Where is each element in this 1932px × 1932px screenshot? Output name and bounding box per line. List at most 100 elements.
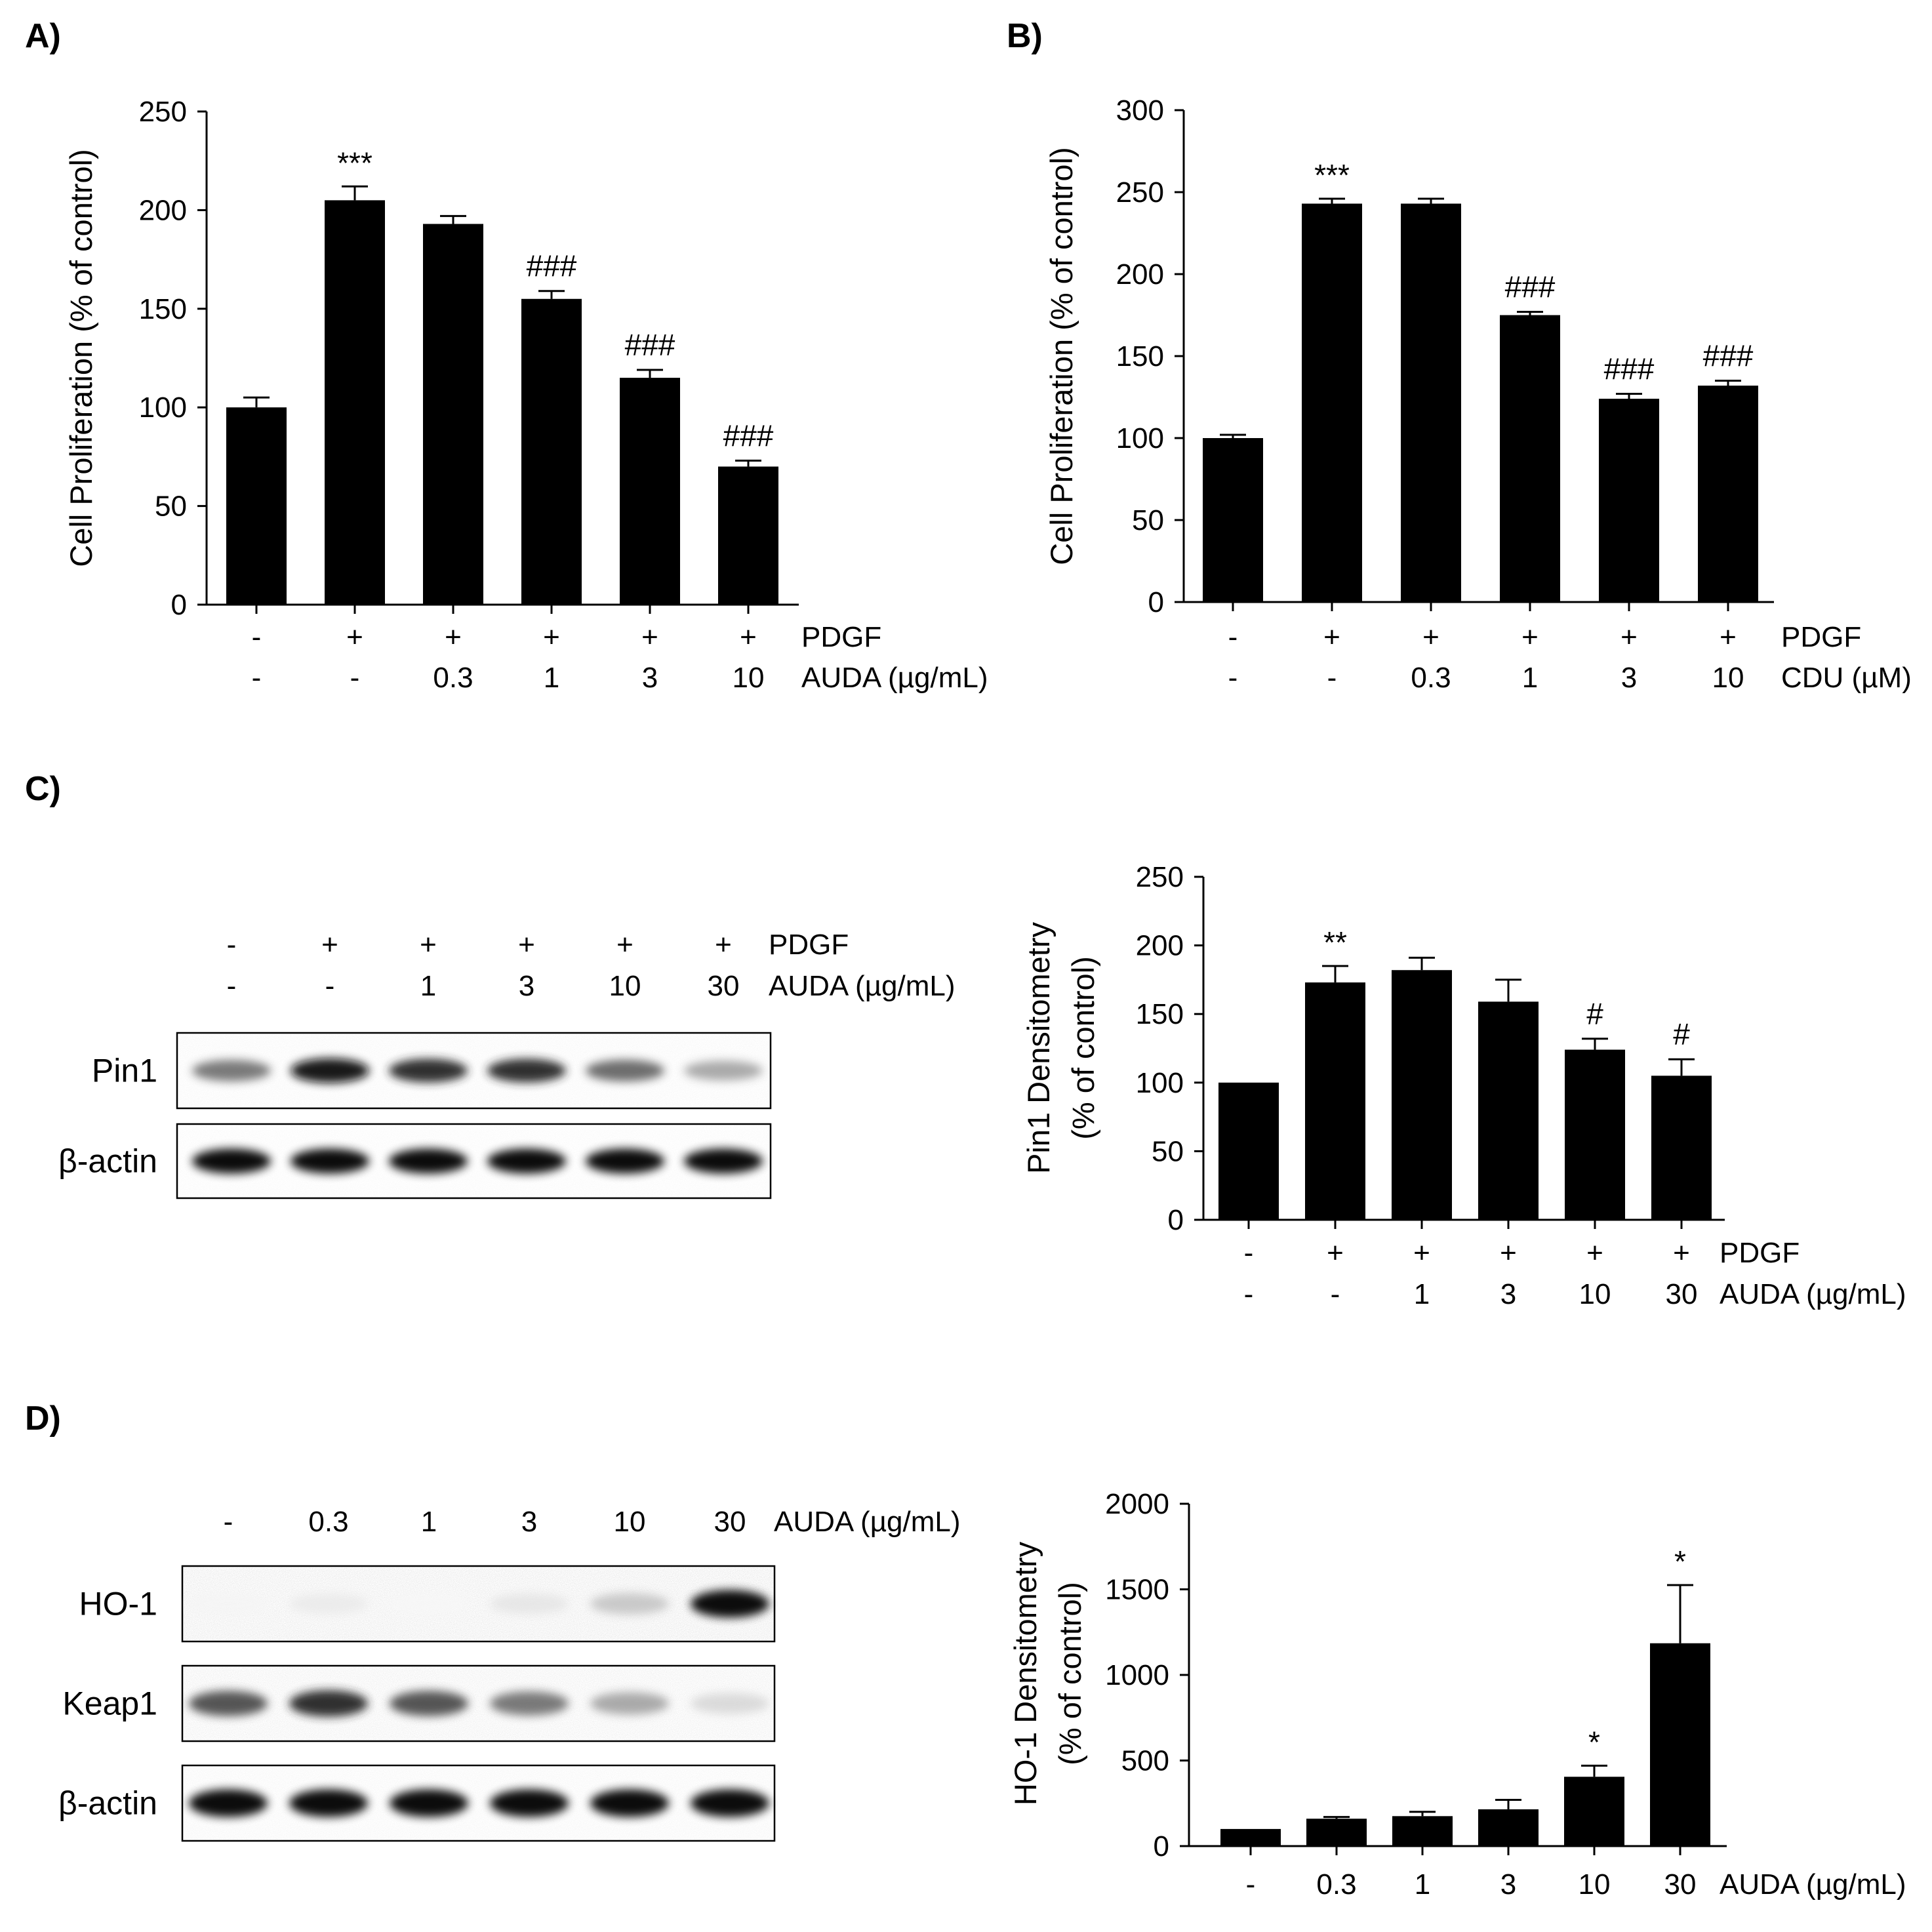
condition-label: 1	[1414, 1278, 1430, 1310]
blot-band	[586, 1059, 664, 1082]
blot-band	[189, 1789, 268, 1817]
blot-condition-label: 30	[708, 970, 740, 1002]
y-axis-label: Cell Proliferation (% of control)	[64, 149, 98, 567]
bar-a-1	[226, 407, 287, 605]
blot-condition-label: 10	[614, 1506, 646, 1538]
y-tick-label: 150	[1116, 340, 1164, 372]
blot-band	[189, 1691, 268, 1716]
blot-condition-label: +	[616, 929, 634, 961]
condition-label: 10	[1579, 1868, 1611, 1901]
significance-label: ###	[1505, 270, 1556, 304]
blot-row-label: HO-1	[79, 1586, 157, 1622]
y-tick-label: 50	[1152, 1135, 1184, 1167]
condition-name: AUDA (µg/mL)	[1720, 1278, 1906, 1310]
significance-label: *	[1588, 1725, 1600, 1759]
condition-label: +	[445, 621, 462, 653]
bar-b-5	[1599, 399, 1659, 602]
y-tick-label: 500	[1121, 1745, 1169, 1777]
blot-condition-label: 1	[421, 1506, 437, 1538]
blot-background-noise	[184, 1667, 773, 1740]
y-tick-label: 0	[1148, 586, 1164, 618]
bar-d-5	[1564, 1777, 1624, 1846]
y-tick-label: 200	[139, 194, 187, 226]
y-axis-label: (% of control)	[1066, 956, 1100, 1139]
y-tick-label: 2000	[1105, 1488, 1169, 1520]
y-axis-label: Pin1 Densitometry	[1021, 922, 1056, 1174]
blot-row-keap1: Keap1	[62, 1664, 776, 1742]
bar-c-1	[1218, 1082, 1279, 1220]
chart-panel-a: 0 50 100 150 200 250 Cell Proliferation (% of …	[64, 96, 988, 694]
significance-label: #	[1586, 997, 1603, 1031]
condition-label: +	[1413, 1237, 1430, 1269]
condition-label: 1	[544, 662, 559, 694]
blot-band	[684, 1148, 763, 1174]
condition-name: CDU (µM)	[1781, 662, 1912, 694]
condition-label: +	[641, 621, 658, 653]
blot-condition-label: 10	[609, 970, 641, 1002]
blot-condition-name: AUDA (µg/mL)	[769, 970, 956, 1002]
condition-label: 0.3	[433, 662, 473, 694]
blot-band	[192, 1060, 271, 1081]
condition-label: 3	[1621, 662, 1637, 694]
y-axis-label: (% of control)	[1053, 1582, 1087, 1765]
significance-label: ***	[337, 146, 372, 180]
significance-label: ###	[527, 249, 577, 283]
condition-label: +	[1620, 621, 1638, 653]
blot-band	[691, 1789, 769, 1817]
bar-a-2	[325, 200, 385, 605]
y-tick-label: 100	[1116, 422, 1164, 454]
significance-label: #	[1673, 1017, 1690, 1051]
blot-band	[291, 1148, 369, 1174]
condition-label: -	[350, 662, 360, 694]
y-tick-label: 250	[1136, 861, 1184, 893]
blot-band	[390, 1789, 468, 1817]
blot-condition-label: +	[518, 929, 535, 961]
condition-label: 30	[1664, 1868, 1697, 1901]
bar-a-4	[521, 298, 582, 605]
condition-label: 30	[1666, 1278, 1698, 1310]
y-tick-label: 1000	[1105, 1659, 1169, 1691]
blot-condition-label: -	[227, 970, 237, 1002]
condition-label: -	[252, 662, 262, 694]
panel-label-c: C)	[25, 770, 61, 808]
chart-panel-c: 0 50 100 150 200 250 Pin1 Densitometry (% of co…	[1021, 861, 1906, 1310]
condition-label: +	[543, 621, 560, 653]
blot-band	[590, 1593, 669, 1615]
y-tick-label: 50	[155, 491, 187, 523]
condition-label: -	[1331, 1278, 1340, 1310]
chart-panel-b: 0 50 100 150 200 250 300 Cell Proliferation (% …	[1044, 94, 1912, 694]
y-tick-label: 50	[1132, 504, 1164, 536]
blot-row-actin: β-actin	[58, 1764, 776, 1842]
significance-label: ***	[1314, 158, 1350, 192]
condition-name: PDGF	[801, 621, 881, 653]
condition-label: +	[1323, 621, 1340, 653]
significance-label: ###	[1703, 339, 1754, 373]
y-tick-label: 150	[1136, 998, 1184, 1030]
y-tick-label: 200	[1136, 930, 1184, 962]
blot-row-label: β-actin	[58, 1143, 157, 1180]
blot-band	[389, 1148, 468, 1174]
blot-condition-label: +	[715, 929, 732, 961]
condition-label: -	[1246, 1868, 1256, 1901]
condition-label: +	[1673, 1237, 1690, 1269]
condition-label: 0.3	[1316, 1868, 1356, 1901]
blot-background-noise	[178, 1034, 769, 1107]
y-axis-label: HO-1 Densitometry	[1008, 1541, 1043, 1805]
bar-c-3	[1392, 970, 1452, 1220]
blot-band	[487, 1148, 566, 1174]
chart-panel-d: 0 500 1000 1500 2000 HO-1 Densitometry (% of c…	[1008, 1488, 1906, 1901]
condition-label: +	[1521, 621, 1539, 653]
significance-label: ###	[625, 328, 675, 362]
condition-label: -	[1228, 621, 1238, 653]
blot-band	[684, 1060, 763, 1081]
blot-row-label: Pin1	[92, 1053, 157, 1089]
y-tick-label: 250	[1116, 176, 1164, 209]
significance-label: ###	[723, 418, 774, 453]
bar-b-3	[1401, 203, 1461, 602]
blot-band	[289, 1789, 368, 1817]
blot-condition-label: -	[325, 970, 335, 1002]
bar-b-1	[1203, 438, 1263, 602]
bar-a-5	[620, 378, 680, 605]
condition-label: 1	[1522, 662, 1538, 694]
condition-label: 10	[1579, 1278, 1611, 1310]
